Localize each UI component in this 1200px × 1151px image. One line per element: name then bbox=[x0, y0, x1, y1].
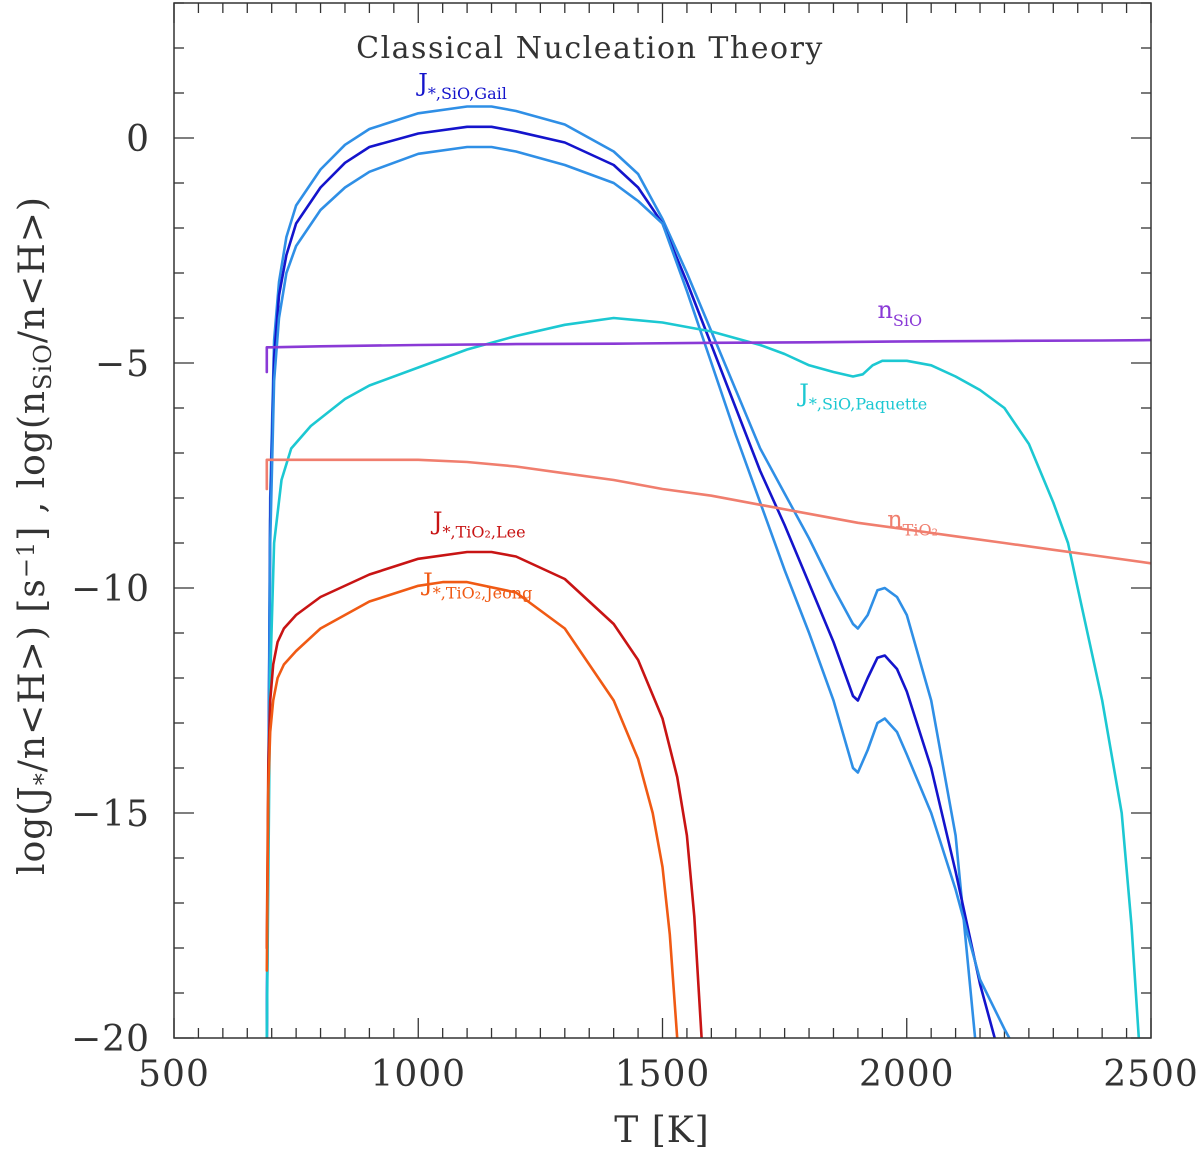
x-axis-label: T [K] bbox=[614, 1110, 709, 1151]
series-lines bbox=[265, 105, 1151, 1038]
series-line-j-tio2-jeong bbox=[265, 580, 679, 1038]
y-tick-label: −20 bbox=[71, 1019, 150, 1060]
series-annotation: nSiO bbox=[877, 296, 922, 330]
axis-ticks bbox=[173, 2, 1152, 1039]
series-line-n-sio bbox=[265, 338, 1151, 374]
x-tick-label: 2500 bbox=[1103, 1054, 1199, 1095]
y-tick-label: −5 bbox=[95, 344, 150, 385]
chart-title: Classical Nucleation Theory bbox=[356, 31, 824, 66]
x-tick-label: 1500 bbox=[615, 1054, 711, 1095]
x-tick-label: 2000 bbox=[859, 1054, 955, 1095]
series-line-j-sio-gail-lower bbox=[265, 145, 1011, 1038]
y-axis-label: log(J*/n<H>) [s−1] , log(nSiO/n<H>) bbox=[12, 196, 57, 875]
series-line-j-sio-paquette bbox=[265, 316, 1141, 1038]
y-tick-label: −15 bbox=[71, 794, 150, 835]
series-line-j-sio-gail-upper bbox=[265, 105, 977, 1038]
series-annotation: nTiO₂ bbox=[887, 505, 938, 539]
series-annotation: J*,TiO₂,Jeong bbox=[420, 568, 532, 602]
series-annotation: J*,TiO₂,Lee bbox=[430, 508, 526, 542]
series-annotation: J*,SiO,Gail bbox=[415, 69, 507, 103]
series-line-n-tio2 bbox=[265, 458, 1151, 565]
y-tick-label: −10 bbox=[71, 569, 150, 610]
plot-frame bbox=[173, 2, 1152, 1039]
series-line-j-sio-gail bbox=[265, 125, 997, 1038]
x-tick-label: 500 bbox=[138, 1054, 210, 1095]
series-line-j-tio2-lee bbox=[265, 550, 703, 1038]
series-annotation: J*,SiO,Paquette bbox=[796, 379, 927, 413]
x-tick-label: 1000 bbox=[370, 1054, 466, 1095]
series-annotations: J*,SiO,Gail nSiO J*,SiO,Paquette nTiO₂ J*,Ti… bbox=[415, 69, 938, 603]
y-tick-label: 0 bbox=[126, 119, 150, 160]
tick-labels: 500 1000 1500 2000 2500 0 −5 −10 −15 −20 bbox=[71, 119, 1199, 1095]
